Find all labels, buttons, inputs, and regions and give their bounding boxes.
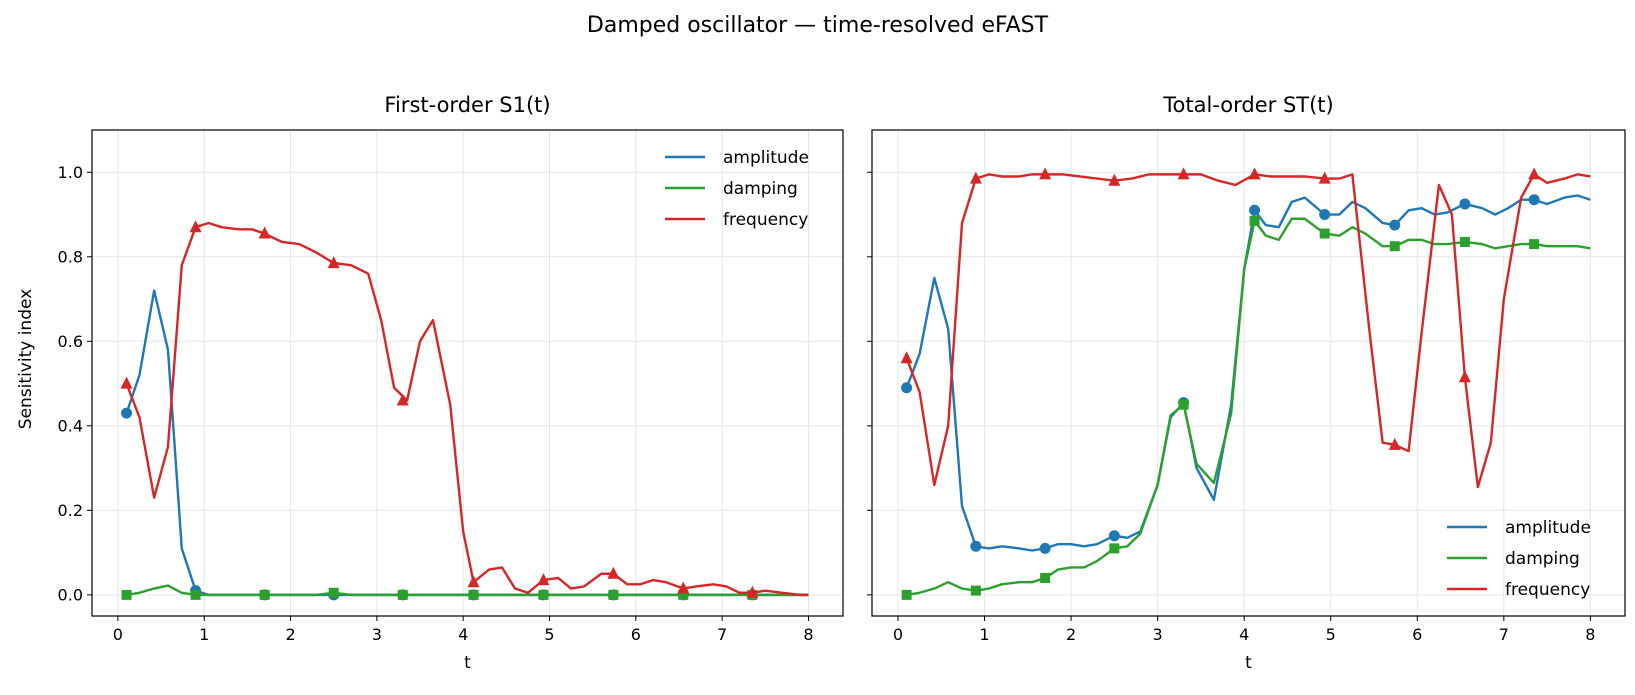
x-tick-label: 2 (1066, 625, 1076, 644)
y-tick-label: 0.8 (58, 247, 83, 266)
x-tick-label: 4 (458, 625, 468, 644)
series-line-damping (126, 584, 809, 597)
marker-damping (190, 589, 201, 600)
marker-frequency (900, 351, 913, 364)
marker-damping (608, 589, 619, 600)
marker-frequency (1528, 167, 1541, 180)
y-tick-label: 0.4 (58, 416, 83, 435)
marker-damping (1178, 399, 1189, 410)
series-line-frequency (905, 173, 1591, 489)
x-tick-label: 5 (1326, 625, 1336, 644)
marker-frequency (327, 256, 340, 269)
marker-frequency (537, 573, 550, 586)
marker-damping (1459, 236, 1470, 247)
marker-damping (1529, 239, 1540, 250)
y-axis-label: Sensitivity index (16, 289, 36, 429)
marker-amplitude (1108, 530, 1120, 542)
legend-label-damping: damping (1505, 549, 1580, 569)
y-tick-label: 0.6 (58, 332, 83, 351)
axes-frame (871, 129, 1626, 617)
x-tick-label: 3 (372, 625, 382, 644)
legend-label-damping: damping (723, 179, 798, 199)
marker-damping (1389, 241, 1400, 252)
x-tick-label: 1 (979, 625, 989, 644)
x-tick-label: 6 (631, 625, 641, 644)
x-tick-label: 8 (803, 625, 813, 644)
legend-label-amplitude: amplitude (1505, 518, 1591, 538)
marker-damping (259, 589, 270, 600)
legend-label-frequency: frequency (1505, 580, 1590, 600)
marker-frequency (607, 566, 620, 579)
x-tick-label: 5 (544, 625, 554, 644)
x-tick-label: 8 (1585, 625, 1595, 644)
x-tick-label: 6 (1412, 625, 1422, 644)
marker-amplitude (1319, 209, 1331, 221)
x-tick-label: 7 (1499, 625, 1509, 644)
marker-frequency (467, 575, 480, 588)
marker-damping (1319, 228, 1330, 239)
plot-area (120, 220, 809, 601)
x-tick-label: 7 (717, 625, 727, 644)
legend-label-frequency: frequency (723, 210, 808, 230)
x-tick-label: 2 (285, 625, 295, 644)
marker-damping (1249, 215, 1260, 226)
marker-frequency (677, 581, 690, 594)
marker-damping (1109, 543, 1120, 554)
series-line-damping (906, 217, 1591, 597)
marker-amplitude (1249, 204, 1261, 216)
x-axis-label: t (1245, 653, 1252, 673)
x-axis-label: t (464, 653, 471, 673)
marker-damping (121, 589, 132, 600)
x-tick-label: 1 (199, 625, 209, 644)
marker-frequency (396, 393, 409, 406)
x-tick-label: 4 (1239, 625, 1249, 644)
marker-amplitude (1389, 219, 1401, 231)
marker-amplitude (970, 540, 982, 552)
subplot-1: 0 1 2 3 4 5 6 7 8 0.0 0.2 0.4 0.6 0.8 1.0 First-order S… (58, 93, 844, 673)
subplot-title: First-order S1(t) (384, 93, 550, 117)
marker-frequency (1177, 167, 1190, 180)
marker-frequency (1248, 167, 1261, 180)
legend-label-amplitude: amplitude (723, 148, 809, 168)
marker-damping (901, 589, 912, 600)
marker-damping (538, 589, 549, 600)
series-line-frequency (125, 221, 809, 597)
marker-frequency (746, 585, 759, 598)
marker-frequency (1388, 437, 1401, 450)
marker-frequency (1039, 167, 1052, 180)
marker-amplitude (121, 407, 133, 419)
subplot-2: 0 1 2 3 4 5 6 7 8 Total-order ST(t) t amplitude damp… (867, 93, 1626, 673)
y-tick-label: 0.0 (58, 585, 83, 604)
marker-frequency (1318, 171, 1331, 184)
x-tick-label: 0 (893, 625, 903, 644)
legend: amplitude damping frequency (665, 148, 809, 230)
marker-frequency (969, 171, 982, 184)
marker-frequency (189, 220, 202, 233)
y-tick-label: 0.2 (58, 501, 83, 520)
legend: amplitude damping frequency (1447, 518, 1591, 600)
axes-frame (91, 129, 844, 617)
marker-amplitude (1039, 542, 1051, 554)
marker-frequency (120, 376, 133, 389)
marker-amplitude (1459, 198, 1471, 210)
marker-damping (468, 589, 479, 600)
x-tick-label: 3 (1153, 625, 1163, 644)
marker-damping (328, 587, 339, 598)
plot-area (900, 167, 1591, 600)
marker-damping (1040, 572, 1051, 583)
marker-damping (678, 589, 689, 600)
marker-damping (397, 589, 408, 600)
x-tick-label: 0 (113, 625, 123, 644)
figure-title: Damped oscillator — time-resolved eFAST (587, 13, 1049, 38)
marker-damping (970, 585, 981, 596)
y-tick-label: 1.0 (58, 163, 83, 182)
marker-amplitude (1528, 194, 1540, 206)
subplot-title: Total-order ST(t) (1162, 93, 1333, 117)
marker-frequency (1108, 173, 1121, 186)
marker-amplitude (901, 382, 913, 394)
marker-frequency (1458, 370, 1471, 383)
marker-frequency (258, 226, 271, 239)
